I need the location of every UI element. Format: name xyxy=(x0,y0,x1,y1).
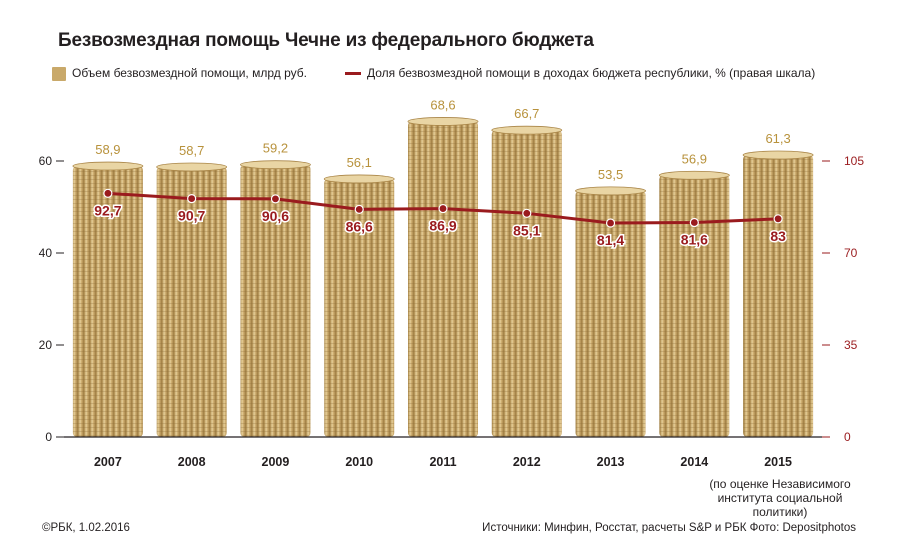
line-value-label: 86,6 xyxy=(346,218,373,234)
line-point xyxy=(103,188,113,198)
bar-value-label: 58,7 xyxy=(179,143,204,158)
x-axis-tick-label: 2008 xyxy=(178,455,206,469)
line-point xyxy=(773,214,783,224)
bar-value-label: 61,3 xyxy=(765,131,790,146)
bar-top xyxy=(575,186,646,196)
left-axis-tick-label: 20 xyxy=(39,338,53,352)
bar-top xyxy=(491,125,563,135)
bar xyxy=(491,130,562,437)
right-axis-tick-label: 70 xyxy=(844,246,858,260)
bar xyxy=(408,121,478,437)
line-value-label: 83 xyxy=(770,228,786,244)
bar-top xyxy=(323,174,395,184)
chart-title: Безвозмездная помощь Чечне из федерально… xyxy=(58,30,594,51)
copyright-text: ©РБК, 1.02.2016 xyxy=(42,522,130,534)
x-axis-tick-label: 2015 xyxy=(764,455,792,469)
line-value-label: 90,6 xyxy=(262,208,289,224)
x-axis-tick-label: 2012 xyxy=(513,455,541,469)
bar-top xyxy=(742,150,814,160)
x-axis-tick-label: 2014 xyxy=(680,455,708,469)
bar-value-label: 53,5 xyxy=(598,167,623,182)
estimate-note: (по оценке Независимого института социал… xyxy=(709,477,851,519)
line-value-label: 85,1 xyxy=(513,222,540,238)
bar-top xyxy=(407,117,479,126)
line-point xyxy=(270,194,281,204)
sources-text: Источники: Минфин, Росстат, расчеты S&P … xyxy=(482,522,856,534)
line-value-label: 81,6 xyxy=(681,232,708,248)
bar xyxy=(659,175,730,437)
bar-value-label: 66,7 xyxy=(514,106,539,121)
bar xyxy=(743,155,814,437)
bar-top xyxy=(658,170,730,180)
bar xyxy=(72,166,143,437)
x-axis-tick-label: 2007 xyxy=(94,455,122,469)
bar-value-label: 68,6 xyxy=(430,97,455,112)
bar xyxy=(324,178,395,437)
bar-top xyxy=(240,160,311,170)
line-value-label: 92,7 xyxy=(94,202,121,218)
left-axis-tick-label: 40 xyxy=(39,246,53,260)
line-point xyxy=(689,217,699,228)
x-axis-tick-label: 2011 xyxy=(429,455,456,469)
legend-label-bar: Объем безвозмездной помощи, млрд руб. xyxy=(72,66,307,80)
left-axis-tick-label: 60 xyxy=(39,154,53,168)
line-point xyxy=(187,193,197,204)
bar-value-label: 56,1 xyxy=(347,155,372,170)
line-point xyxy=(522,208,532,218)
bar xyxy=(156,166,227,438)
line-value-label: 86,9 xyxy=(429,218,456,234)
left-axis-tick-label: 0 xyxy=(45,430,52,444)
x-axis-tick-label: 2013 xyxy=(597,455,625,469)
line-point xyxy=(438,203,448,214)
right-axis-tick-label: 0 xyxy=(844,430,851,444)
bar-value-label: 58,9 xyxy=(95,142,120,157)
line-value-label: 90,7 xyxy=(178,208,205,224)
x-axis-tick-label: 2009 xyxy=(262,455,290,469)
legend-swatch-bar xyxy=(52,66,66,81)
line-point xyxy=(354,204,364,214)
legend-label-line: Доля безвозмездной помощи в доходах бюдж… xyxy=(367,66,816,80)
bar-value-label: 56,9 xyxy=(682,151,707,166)
bar xyxy=(240,164,311,437)
bar-top xyxy=(156,162,228,172)
legend-item-bar: Объем безвозмездной помощи, млрд руб. xyxy=(52,66,307,81)
right-axis-tick-label: 105 xyxy=(844,154,864,168)
right-axis-tick-label: 35 xyxy=(844,338,858,352)
legend-swatch-line xyxy=(345,72,361,76)
line-value-label: 81,4 xyxy=(597,232,624,248)
bar xyxy=(575,190,646,437)
bar-top xyxy=(72,161,144,171)
bar-value-label: 59,2 xyxy=(263,141,288,156)
legend-item-line: Доля безвозмездной помощи в доходах бюдж… xyxy=(345,66,815,80)
x-axis-tick-label: 2010 xyxy=(345,455,373,469)
line-point xyxy=(605,218,616,228)
